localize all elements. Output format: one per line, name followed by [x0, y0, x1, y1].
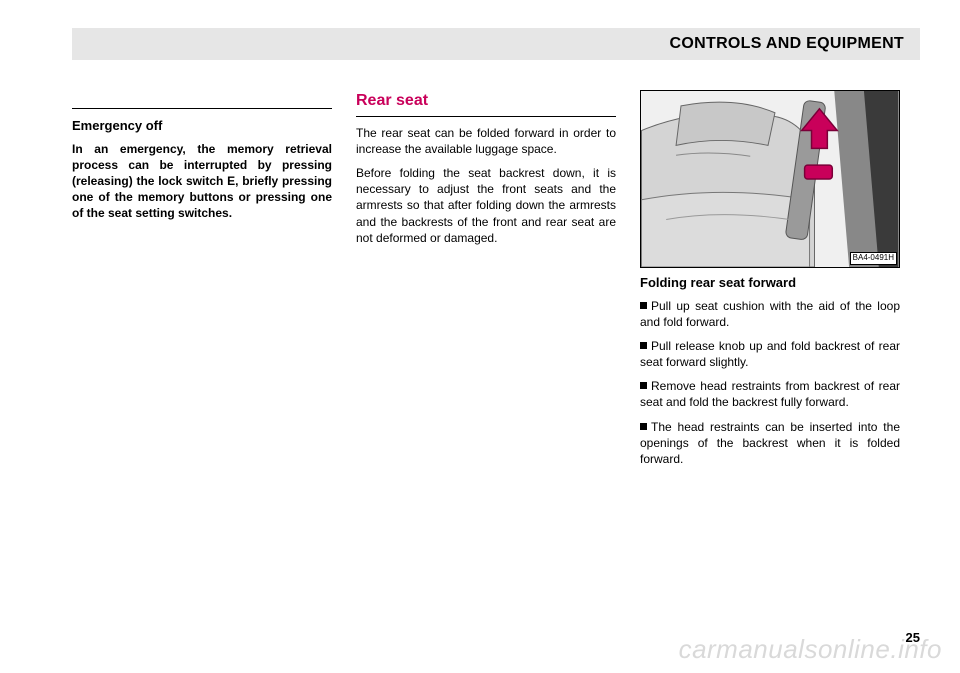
- rear-seat-p1: The rear seat can be folded forward in o…: [356, 125, 616, 157]
- bullet-2: Pull release knob up and fold backrest o…: [640, 338, 900, 370]
- watermark: carmanualsonline.info: [679, 634, 942, 665]
- page-number: 25: [906, 630, 920, 645]
- column-1: Emergency off In an emergency, the memor…: [72, 90, 332, 475]
- bullet-3: Remove head restraints from backrest of …: [640, 378, 900, 410]
- figure-label: BA4-0491H: [850, 252, 897, 265]
- bullet-3-text: Remove head restraints from backrest of …: [640, 379, 900, 409]
- content-columns: Emergency off In an emergency, the memor…: [72, 90, 920, 475]
- header-title: CONTROLS AND EQUIPMENT: [670, 35, 904, 53]
- emergency-off-body: In an emergency, the memory retrieval pr…: [72, 141, 332, 222]
- rear-seat-figure: BA4-0491H: [640, 90, 900, 268]
- rear-seat-illustration: [641, 91, 899, 267]
- emergency-off-heading: Emergency off: [72, 117, 332, 135]
- column-3: BA4-0491H Folding rear seat forward Pull…: [640, 90, 900, 475]
- bullet-2-text: Pull release knob up and fold backrest o…: [640, 339, 900, 369]
- square-bullet-icon: [640, 382, 647, 389]
- square-bullet-icon: [640, 423, 647, 430]
- bullet-4-text: The head restraints can be inserted into…: [640, 420, 900, 466]
- header-bar: CONTROLS AND EQUIPMENT: [72, 28, 920, 60]
- square-bullet-icon: [640, 302, 647, 309]
- bullet-1: Pull up seat cushion with the aid of the…: [640, 298, 900, 330]
- square-bullet-icon: [640, 342, 647, 349]
- bullet-4: The head restraints can be inserted into…: [640, 419, 900, 468]
- folding-heading: Folding rear seat forward: [640, 274, 900, 292]
- bullet-1-text: Pull up seat cushion with the aid of the…: [640, 299, 900, 329]
- rear-seat-p2: Before folding the seat backrest down, i…: [356, 165, 616, 246]
- column-2: Rear seat The rear seat can be folded fo…: [356, 90, 616, 475]
- rear-seat-heading: Rear seat: [356, 90, 616, 112]
- divider: [356, 116, 616, 117]
- divider: [72, 108, 332, 109]
